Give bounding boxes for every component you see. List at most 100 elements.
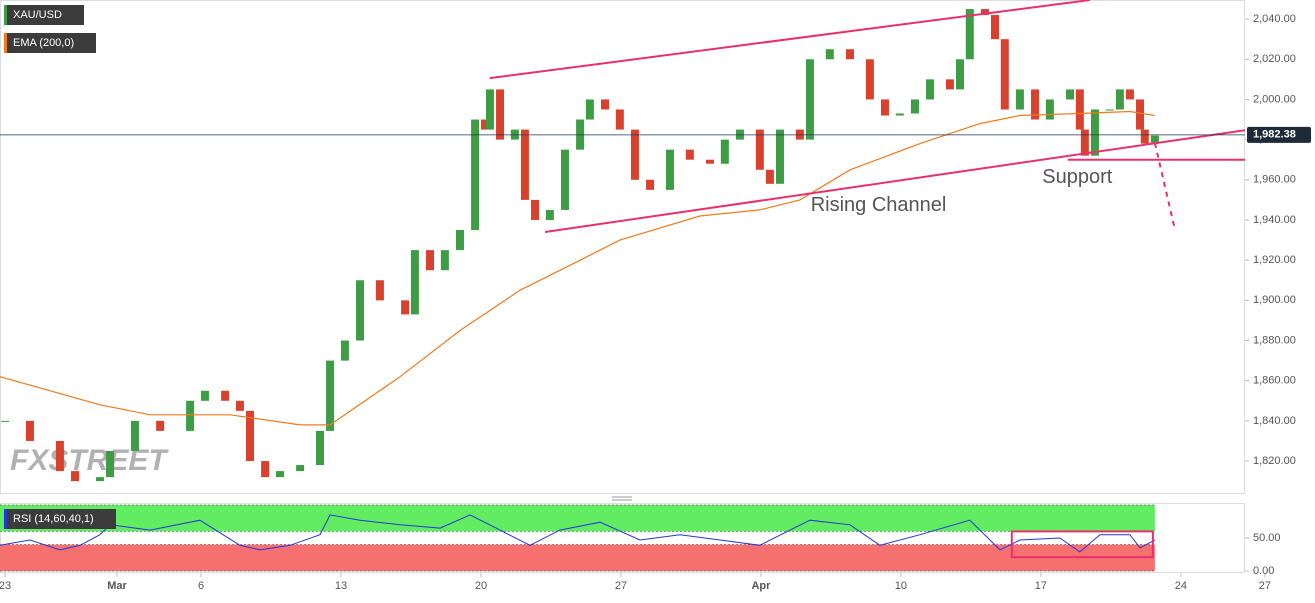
legend-box bbox=[4, 33, 96, 53]
candle bbox=[615, 109, 624, 130]
legend-swatch bbox=[4, 5, 7, 25]
legend-label: EMA (200,0) bbox=[13, 37, 74, 49]
x-tick-label: 27 bbox=[615, 580, 627, 592]
highlight-box bbox=[1010, 530, 1154, 559]
x-tick-label: 10 bbox=[895, 580, 907, 592]
y-tick-label: 1,860.00 bbox=[1253, 375, 1296, 387]
x-tick-label: 27 bbox=[1259, 580, 1271, 592]
y-tick-label: 0.00 bbox=[1253, 565, 1274, 577]
candle bbox=[130, 420, 139, 452]
legend-box bbox=[4, 509, 116, 529]
candle bbox=[25, 420, 34, 441]
x-tick-label: 17 bbox=[1035, 580, 1047, 592]
candle bbox=[275, 471, 284, 478]
x-tick-label: 6 bbox=[198, 580, 204, 592]
candle bbox=[845, 49, 854, 60]
candle bbox=[440, 250, 449, 271]
candle bbox=[755, 129, 764, 170]
ema-line bbox=[0, 110, 1155, 426]
y-tick-label: 1,840.00 bbox=[1253, 415, 1296, 427]
candle bbox=[401, 300, 410, 315]
candle bbox=[1, 420, 10, 422]
candle bbox=[775, 129, 784, 184]
candle bbox=[426, 250, 435, 271]
candle bbox=[296, 465, 305, 472]
candle bbox=[326, 360, 335, 431]
candle bbox=[471, 119, 480, 231]
candle bbox=[106, 451, 115, 478]
candle bbox=[646, 179, 655, 190]
annotation: Support bbox=[1042, 166, 1112, 188]
candle bbox=[1125, 89, 1134, 100]
rsi-band bbox=[0, 504, 1155, 532]
candle bbox=[880, 99, 889, 116]
y-tick-label: 2,020.00 bbox=[1253, 53, 1296, 65]
legend-swatch bbox=[4, 509, 7, 529]
candle bbox=[955, 59, 964, 90]
last-price-box bbox=[1247, 126, 1311, 143]
candle bbox=[720, 139, 729, 164]
candle bbox=[1075, 89, 1084, 130]
candle bbox=[1031, 89, 1040, 120]
candle bbox=[186, 400, 195, 431]
candle bbox=[926, 79, 935, 100]
x-tick-label: Mar bbox=[107, 580, 127, 592]
candle bbox=[685, 149, 694, 160]
candle bbox=[246, 410, 255, 462]
y-tick-label: 50.00 bbox=[1253, 532, 1281, 544]
y-tick-label: 1,820.00 bbox=[1253, 455, 1296, 467]
candle bbox=[71, 471, 80, 482]
candle bbox=[55, 440, 64, 472]
trend-line bbox=[544, 129, 1245, 233]
rsi-line bbox=[0, 514, 1156, 553]
y-tick-label: 2,000.00 bbox=[1253, 93, 1296, 105]
candle bbox=[1150, 135, 1159, 144]
x-tick-label: 13 bbox=[335, 580, 347, 592]
x-tick-label: 23 bbox=[0, 580, 11, 592]
candle bbox=[531, 199, 540, 220]
candle bbox=[1066, 89, 1075, 100]
candle bbox=[1045, 99, 1054, 120]
y-tick-label: 1,880.00 bbox=[1253, 334, 1296, 346]
candle bbox=[340, 340, 349, 361]
trend-line bbox=[489, 0, 1091, 80]
candle bbox=[560, 149, 569, 210]
rsi-border bbox=[0, 503, 1245, 573]
candle bbox=[1115, 89, 1124, 110]
candle bbox=[520, 129, 529, 200]
candle bbox=[585, 99, 594, 120]
candle bbox=[1000, 39, 1009, 110]
rsi-pane bbox=[0, 504, 1156, 572]
x-tick-label: 20 bbox=[475, 580, 487, 592]
candle bbox=[235, 400, 244, 411]
candle bbox=[410, 250, 419, 315]
candle bbox=[356, 280, 365, 341]
candle bbox=[825, 49, 834, 60]
candle bbox=[95, 477, 104, 482]
candle bbox=[980, 9, 989, 16]
y-tick-label: 1,960.00 bbox=[1253, 174, 1296, 186]
candle bbox=[765, 169, 774, 184]
candle bbox=[480, 119, 489, 130]
candle bbox=[630, 129, 639, 180]
candle bbox=[1015, 89, 1024, 110]
legend-box bbox=[4, 5, 84, 25]
trend-line bbox=[1153, 142, 1176, 231]
legend-swatch bbox=[4, 33, 7, 53]
legend-label: XAU/USD bbox=[13, 9, 62, 21]
y-tick-label: 1,900.00 bbox=[1253, 294, 1296, 306]
candle bbox=[895, 113, 904, 116]
candle bbox=[665, 149, 674, 190]
candle bbox=[496, 89, 505, 140]
price-pane: FXSTREET Rising Channel Support bbox=[0, 0, 1245, 482]
axes: 1,820.00 1,840.00 1,860.00 1,880.00 1,900.00… bbox=[0, 5, 1311, 592]
y-tick-label: 1,940.00 bbox=[1253, 214, 1296, 226]
candle bbox=[315, 430, 324, 466]
candle bbox=[705, 159, 714, 164]
candle bbox=[455, 230, 464, 251]
plot-border bbox=[0, 0, 1245, 494]
y-tick-label: 2,040.00 bbox=[1253, 13, 1296, 25]
watermark: FXSTREET bbox=[10, 444, 169, 477]
candle bbox=[1140, 129, 1149, 144]
